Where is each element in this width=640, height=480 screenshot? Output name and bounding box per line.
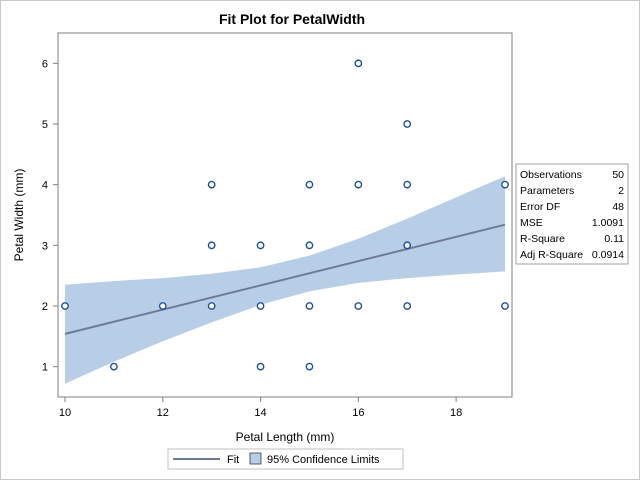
legend-box	[167, 448, 404, 470]
data-point	[403, 241, 412, 250]
legend-fit-label: Fit	[227, 454, 239, 466]
x-tick-label: 12	[157, 407, 169, 419]
y-tick-label: 2	[42, 301, 48, 313]
data-point	[354, 302, 363, 310]
fit-statistics-table	[515, 163, 629, 265]
stat-value: 0.0914	[592, 249, 624, 261]
x-tick-label: 16	[352, 407, 364, 419]
data-point	[354, 180, 363, 189]
legend-band-label: 95% Confidence Limits	[267, 454, 380, 466]
stat-label: Parameters	[520, 185, 574, 197]
stat-label: R-Square	[520, 233, 565, 245]
stat-value: 48	[612, 201, 624, 213]
data-point	[256, 241, 265, 250]
data-point	[403, 302, 412, 310]
data-point	[109, 362, 118, 371]
stat-label: MSE	[520, 217, 543, 229]
data-point	[207, 180, 216, 189]
data-point	[403, 180, 412, 189]
y-tick-label: 5	[42, 119, 48, 131]
y-tick-label: 6	[42, 58, 48, 70]
data-point	[305, 362, 314, 371]
legend-band-swatch	[249, 452, 262, 465]
data-point	[305, 302, 314, 310]
data-point	[403, 120, 412, 128]
y-tick-label: 1	[42, 362, 48, 374]
x-axis-label: Petal Length (mm)	[236, 430, 335, 444]
data-point	[61, 302, 69, 310]
stat-value: 0.11	[604, 233, 624, 245]
data-point	[256, 362, 265, 371]
chart-title: Fit Plot for PetalWidth	[219, 11, 365, 27]
data-point	[256, 302, 265, 310]
data-point	[501, 302, 509, 310]
plot-area-border	[57, 32, 513, 398]
y-tick-label: 4	[42, 180, 48, 192]
y-tick-label: 3	[42, 240, 48, 252]
y-axis-label: Petal Width (mm)	[12, 169, 26, 262]
x-tick-label: 14	[254, 407, 266, 419]
data-point	[354, 59, 363, 68]
stat-value: 1.0091	[592, 217, 624, 229]
data-point	[305, 241, 314, 250]
x-tick-label: 18	[450, 407, 462, 419]
data-point	[207, 302, 216, 310]
data-point	[501, 180, 509, 189]
data-point	[207, 241, 216, 250]
stat-label: Error DF	[520, 201, 560, 213]
data-point	[158, 302, 167, 310]
stat-label: Adj R-Square	[520, 249, 583, 261]
stat-value: 2	[618, 185, 624, 197]
stat-label: Observations	[520, 169, 582, 181]
fit-line	[64, 223, 506, 335]
data-point	[305, 180, 314, 189]
x-tick-label: 10	[59, 407, 71, 419]
stat-value: 50	[612, 169, 624, 181]
